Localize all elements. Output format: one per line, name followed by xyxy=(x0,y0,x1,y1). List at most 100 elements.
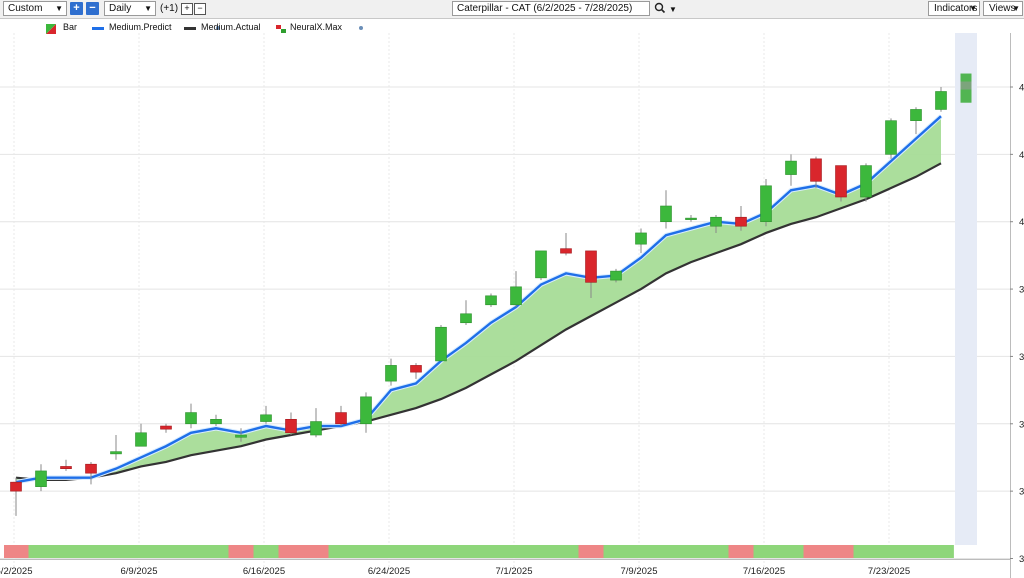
candle-body xyxy=(560,248,572,254)
signal-strip-segment xyxy=(453,545,479,558)
line-swatch-icon xyxy=(184,27,196,30)
views-label: Views xyxy=(989,3,1016,14)
candle-body xyxy=(60,466,72,469)
medium-predict-line xyxy=(15,115,942,484)
candle xyxy=(810,156,822,189)
candle-body xyxy=(285,418,297,434)
candle-body xyxy=(885,120,897,155)
candle-body xyxy=(760,185,772,223)
x-axis: 6/2/2025 6/9/2025 6/16/2025 6/24/2025 7/1/20… xyxy=(0,559,1010,577)
signal-strip-segment xyxy=(128,545,154,558)
candle xyxy=(885,118,897,159)
candle-body xyxy=(710,216,722,227)
candle xyxy=(760,179,772,227)
candle-body xyxy=(935,91,947,110)
settings-dot-icon[interactable] xyxy=(359,26,363,30)
signal-strip-segment xyxy=(153,545,179,558)
views-button[interactable]: Views ▼ xyxy=(983,1,1023,16)
candle xyxy=(435,324,447,362)
signal-strip-segment xyxy=(528,545,554,558)
candle xyxy=(660,190,672,229)
signal-strip-segment xyxy=(203,545,229,558)
signal-strip-segment xyxy=(878,545,904,558)
legend-label: Bar xyxy=(63,22,78,32)
candle xyxy=(835,165,847,202)
magnifier-icon[interactable] xyxy=(654,1,666,18)
candle xyxy=(785,154,797,186)
y-tick-label: 435.00 xyxy=(1019,83,1024,94)
y-axis: 330.00 345.00 360.00 375.00 390.00 405.00 420.… xyxy=(1010,83,1024,565)
signal-strip-segment xyxy=(28,545,54,558)
settings-dot-icon[interactable] xyxy=(216,26,220,30)
indicators-button[interactable]: Indicators ▼ xyxy=(928,1,980,16)
candle-body xyxy=(410,365,422,373)
signal-strip-segment xyxy=(478,545,504,558)
candle xyxy=(60,459,72,471)
signal-strip-segment xyxy=(4,545,29,558)
candle-body xyxy=(735,216,747,227)
candle-body xyxy=(435,326,447,362)
signal-strip-segment xyxy=(853,545,879,558)
candle xyxy=(135,423,147,447)
signal-strip-segment xyxy=(353,545,379,558)
interval-select[interactable]: Daily ▼ xyxy=(104,1,156,16)
candle-body xyxy=(360,396,372,425)
candle-body xyxy=(585,250,597,283)
grid-layer xyxy=(0,33,1011,578)
candle-body xyxy=(160,425,172,430)
y-tick-label: 330.00 xyxy=(1019,554,1024,565)
signal-strip-segment xyxy=(928,545,954,558)
candle xyxy=(360,392,372,433)
x-tick-label: 7/23/2025 xyxy=(868,566,910,577)
legend-label: Medium.Actual xyxy=(201,22,261,32)
candle xyxy=(10,477,22,516)
candle xyxy=(685,214,697,222)
candle-layer xyxy=(10,73,972,516)
y-tick-label: 390.00 xyxy=(1019,285,1024,296)
chevron-down-icon[interactable]: ▼ xyxy=(669,5,677,14)
candle xyxy=(110,435,122,460)
indicators-label: Indicators xyxy=(934,3,978,14)
offset-minus-button[interactable]: − xyxy=(194,3,206,15)
symbol-select[interactable]: Caterpillar - CAT (6/2/2025 - 7/28/2025) xyxy=(452,1,650,16)
candle-body xyxy=(185,412,197,425)
signal-strip-segment xyxy=(178,545,204,558)
signal-strip-segment xyxy=(803,545,829,558)
period-select-value: Custom xyxy=(8,3,43,14)
signal-strip-segment xyxy=(228,545,254,558)
symbol-title: Caterpillar - CAT (6/2/2025 - 7/28/2025) xyxy=(457,3,633,14)
candle xyxy=(385,358,397,386)
candle-body xyxy=(860,165,872,198)
zoom-in-button[interactable]: + xyxy=(70,2,83,15)
candle xyxy=(610,268,622,283)
candle-body xyxy=(85,463,97,474)
candle xyxy=(535,250,547,281)
signal-strip-segment xyxy=(753,545,779,558)
candle xyxy=(635,228,647,254)
forecast-bar-band xyxy=(960,81,972,90)
medium-actual-line xyxy=(15,162,942,482)
signal-strip-segment xyxy=(653,545,679,558)
signal-strip-segment xyxy=(728,545,754,558)
candle xyxy=(510,271,522,308)
period-select[interactable]: Custom ▼ xyxy=(3,1,67,16)
x-tick-label: 6/24/2025 xyxy=(368,566,410,577)
candle xyxy=(310,408,322,438)
candle xyxy=(485,293,497,308)
prediction-fill-area xyxy=(16,116,941,483)
candle-body xyxy=(660,205,672,223)
candle xyxy=(860,163,872,202)
legend-label: Medium.Predict xyxy=(109,22,172,32)
bar-swatch-icon xyxy=(46,24,56,34)
candle xyxy=(460,300,472,325)
candle-body xyxy=(10,481,22,492)
candle xyxy=(585,250,597,299)
candle-body xyxy=(810,158,822,182)
zoom-out-button[interactable]: − xyxy=(86,2,99,15)
price-chart[interactable]: 330.00 345.00 360.00 375.00 390.00 405.00 420.… xyxy=(0,19,1024,578)
candle xyxy=(35,464,47,492)
x-tick-label: 6/9/2025 xyxy=(121,566,158,577)
signal-strip-segment xyxy=(378,545,404,558)
legend-label: NeuralX.Max xyxy=(290,22,343,32)
offset-plus-button[interactable]: + xyxy=(181,3,193,15)
